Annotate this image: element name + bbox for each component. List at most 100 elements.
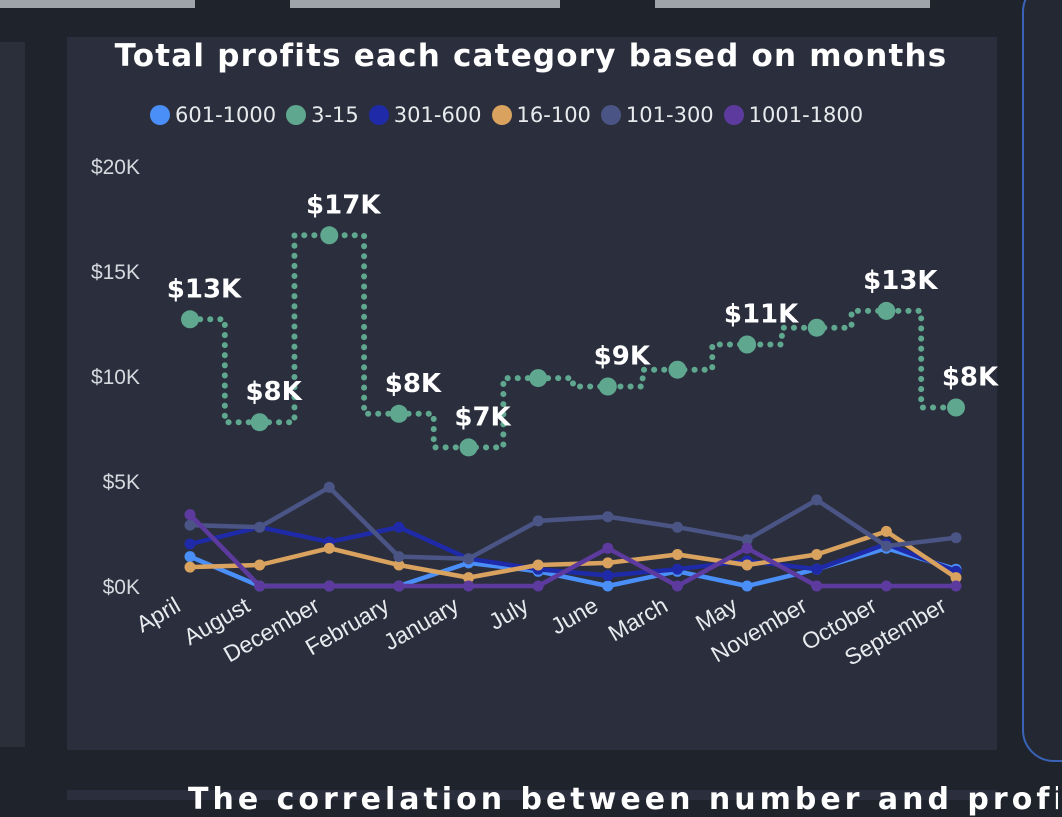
- data-point: [389, 404, 408, 423]
- data-label: $11K: [724, 300, 799, 330]
- data-point: [184, 561, 196, 573]
- series-101-300-line: [187, 485, 959, 561]
- data-point: [323, 580, 335, 592]
- chart-title: Total profits each category based on mon…: [114, 38, 948, 74]
- data-point: [950, 532, 962, 544]
- data-label: $13K: [863, 266, 938, 296]
- data-point: [320, 226, 339, 245]
- data-label: $13K: [167, 274, 242, 304]
- data-point: [323, 481, 335, 493]
- next-chart-card: [67, 790, 997, 800]
- data-point: [393, 551, 405, 563]
- legend-item[interactable]: 3-15: [286, 103, 359, 127]
- data-point: [463, 553, 475, 565]
- legend-item[interactable]: 1001-1800: [723, 103, 864, 127]
- data-point: [880, 580, 892, 592]
- data-point: [532, 559, 544, 571]
- x-tick-label: July: [484, 592, 533, 635]
- data-point: [602, 570, 614, 581]
- legend-dot: [150, 105, 170, 125]
- y-tick-label: $0K: [103, 576, 140, 599]
- top-tab[interactable]: [655, 0, 930, 8]
- data-point: [463, 572, 475, 584]
- data-point: [671, 549, 683, 560]
- x-tick-label: March: [604, 592, 672, 646]
- legend-label: 1001-1800: [748, 103, 864, 127]
- data-point: [880, 525, 892, 537]
- line-chart: $0K$5K$10K$15K$20KAprilAugustDecemberFeb…: [91, 156, 999, 671]
- data-point: [184, 551, 196, 563]
- data-point: [811, 580, 823, 592]
- y-tick-label: $20K: [91, 156, 140, 179]
- data-point: [184, 509, 196, 521]
- top-tab[interactable]: [0, 0, 195, 8]
- next-chart-title: The correlation between number and profi…: [188, 782, 1058, 817]
- legend-item[interactable]: 601-1000: [150, 103, 276, 127]
- data-point: [323, 542, 335, 554]
- legend-item[interactable]: 16-100: [491, 103, 591, 127]
- legend-item[interactable]: 301-600: [368, 103, 482, 127]
- data-point: [877, 301, 896, 320]
- data-point: [811, 494, 823, 506]
- data-point: [459, 438, 478, 457]
- data-point: [529, 369, 548, 388]
- series-301-600-line: [187, 524, 959, 578]
- data-point: [532, 580, 544, 592]
- data-point: [393, 559, 405, 571]
- x-tick-label: June: [546, 592, 602, 639]
- data-point: [254, 521, 266, 533]
- series-3-15-line: [187, 232, 959, 451]
- data-point: [598, 377, 617, 396]
- data-point: [393, 580, 405, 592]
- chart-card: [67, 37, 997, 750]
- data-point: [532, 515, 544, 527]
- legend-label: 601-1000: [175, 103, 277, 127]
- data-point: [741, 534, 753, 546]
- y-tick-label: $15K: [91, 261, 140, 284]
- legend-dot: [723, 105, 744, 125]
- data-point: [741, 559, 753, 571]
- legend-dot: [491, 105, 512, 125]
- top-tab[interactable]: [290, 0, 560, 8]
- data-point: [950, 580, 962, 592]
- legend-dot: [368, 105, 389, 125]
- left-panel: [0, 42, 25, 747]
- data-point: [741, 542, 753, 554]
- data-point: [254, 580, 266, 592]
- series-16-100-line: [187, 529, 959, 580]
- data-point: [254, 559, 266, 571]
- data-point: [671, 563, 683, 575]
- legend-dot: [600, 105, 621, 125]
- data-point: [671, 580, 683, 592]
- data-point: [393, 521, 405, 533]
- chart-legend: 601-1000 3-15 301-600 16-100 101-300 1001-180…: [150, 100, 873, 130]
- legend-label: 3-15: [311, 103, 359, 127]
- right-panel: [1022, 0, 1062, 762]
- data-point: [668, 360, 687, 379]
- data-label: $8K: [245, 377, 302, 407]
- data-label: $8K: [385, 369, 442, 399]
- y-tick-label: $5K: [103, 471, 140, 494]
- data-point: [602, 557, 614, 569]
- data-point: [602, 542, 614, 554]
- series-1001-1800-line: [187, 512, 959, 589]
- data-point: [602, 511, 614, 523]
- data-point: [811, 563, 823, 575]
- data-label: $17K: [306, 190, 381, 220]
- data-point: [463, 580, 475, 592]
- data-point: [250, 413, 269, 432]
- data-label: $7K: [454, 402, 511, 432]
- legend-item[interactable]: 101-300: [600, 103, 714, 127]
- data-point: [184, 519, 196, 531]
- legend-dot: [286, 105, 307, 125]
- data-point: [738, 335, 757, 354]
- legend-label: 101-300: [625, 103, 714, 127]
- data-label: $9K: [594, 342, 651, 372]
- data-point: [184, 538, 196, 550]
- data-point: [811, 549, 823, 560]
- data-point: [671, 521, 683, 533]
- y-tick-label: $10K: [91, 366, 140, 389]
- x-tick-label: January: [379, 592, 463, 656]
- data-point: [947, 398, 965, 417]
- data-point: [880, 540, 892, 552]
